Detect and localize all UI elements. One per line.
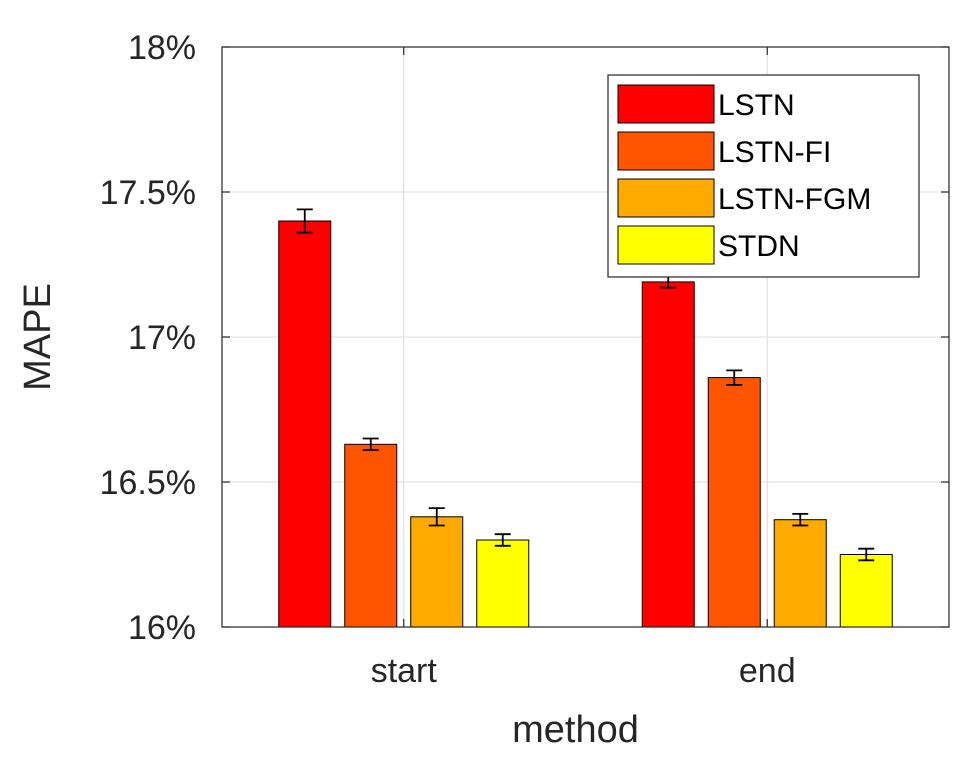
y-tick-label: 17.5% <box>100 174 196 212</box>
bar <box>773 519 827 628</box>
bar <box>641 281 695 628</box>
legend-swatch <box>617 178 715 218</box>
legend: LSTN LSTN-FI LSTN-FGM STDN <box>607 74 920 278</box>
bar <box>410 516 464 628</box>
legend-label: LSTN-FI <box>718 136 831 169</box>
bar <box>839 554 893 628</box>
bar <box>476 539 530 628</box>
y-tick-label: 17% <box>128 319 196 357</box>
bars <box>278 208 893 628</box>
x-tick-label: start <box>371 652 438 690</box>
legend-swatch <box>617 225 715 265</box>
legend-label: LSTN <box>718 89 795 122</box>
legend-swatch <box>617 84 715 124</box>
y-tick-label: 16% <box>128 609 196 647</box>
legend-label: LSTN-FGM <box>718 183 871 216</box>
bar <box>278 220 332 628</box>
y-tick-label: 18% <box>128 29 196 67</box>
y-tick-label: 16.5% <box>100 464 196 502</box>
bar <box>344 443 398 628</box>
axes: 16% 16.5% 17% 17.5% 18% start end <box>100 29 950 690</box>
x-tick-label: end <box>739 652 796 690</box>
legend-label: STDN <box>718 230 800 263</box>
legend-swatch <box>617 131 715 171</box>
bar <box>707 377 761 628</box>
x-axis-title: method <box>512 709 639 751</box>
y-axis-title: MAPE <box>17 283 59 391</box>
plot-frame <box>221 46 950 628</box>
